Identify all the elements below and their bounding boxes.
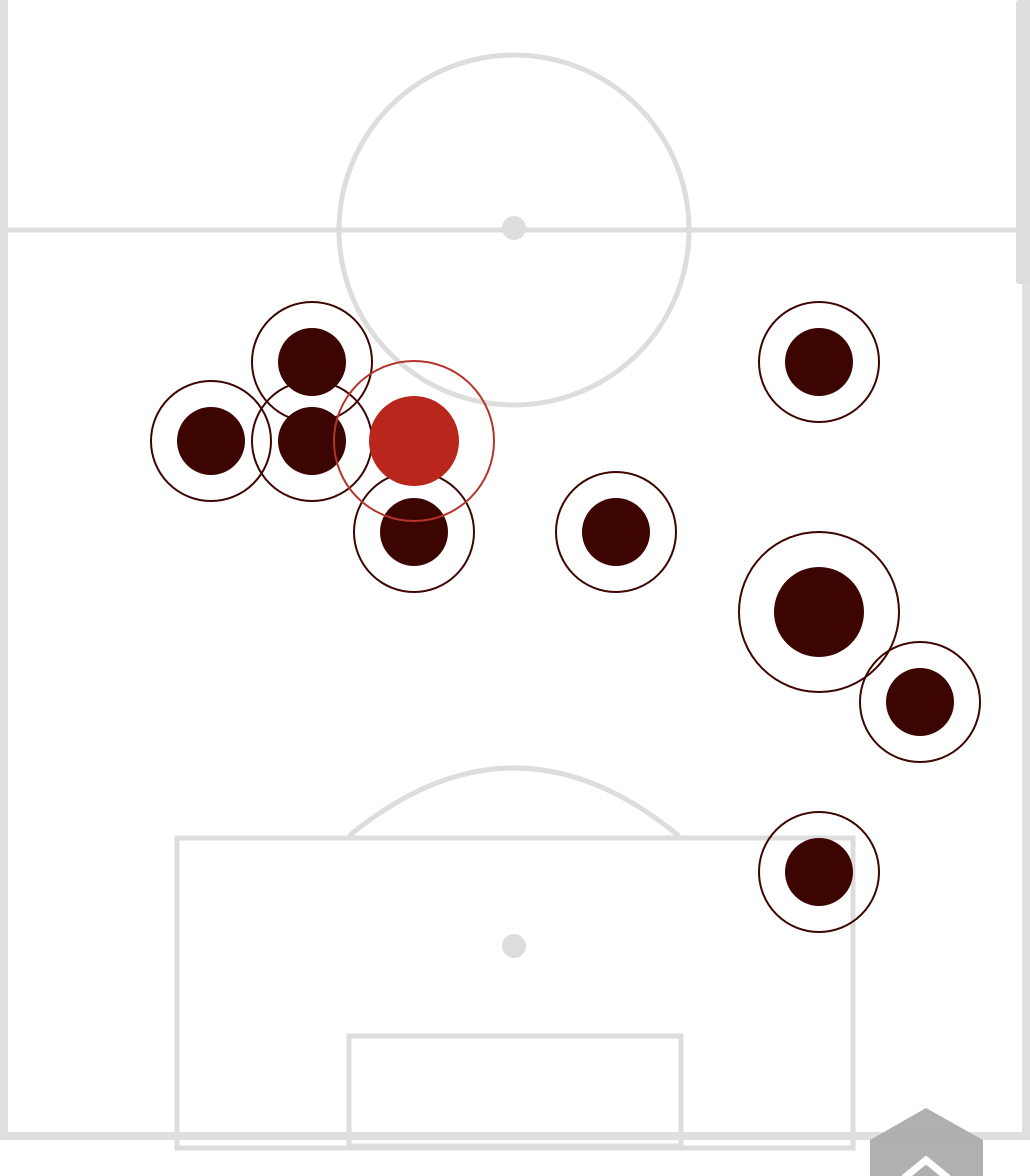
center-spot bbox=[502, 216, 526, 240]
left-border bbox=[0, 0, 8, 1140]
player-marker[interactable] bbox=[738, 531, 900, 693]
player-dot bbox=[774, 567, 864, 657]
player-ring bbox=[333, 360, 495, 522]
player-dot bbox=[785, 838, 853, 906]
player-ring bbox=[738, 531, 900, 693]
player-dot bbox=[785, 328, 853, 396]
player-dot bbox=[380, 498, 448, 566]
player-dot bbox=[582, 498, 650, 566]
player-dot bbox=[369, 396, 459, 486]
player-marker[interactable] bbox=[251, 301, 373, 423]
penalty-arc bbox=[347, 765, 681, 838]
player-marker[interactable] bbox=[555, 471, 677, 593]
penalty-box bbox=[174, 835, 856, 1151]
player-marker[interactable] bbox=[150, 380, 272, 502]
chevron-up-icon bbox=[901, 1155, 951, 1176]
player-dot bbox=[278, 328, 346, 396]
right-border bbox=[1022, 0, 1030, 1140]
player-ring bbox=[150, 380, 272, 502]
center-circle bbox=[336, 52, 692, 408]
player-ring bbox=[859, 641, 981, 763]
player-marker[interactable] bbox=[353, 471, 475, 593]
scrollbar-thumb[interactable] bbox=[1016, 0, 1030, 284]
player-ring bbox=[758, 811, 880, 933]
player-marker[interactable] bbox=[758, 301, 880, 423]
bottom-border bbox=[0, 1132, 1030, 1140]
player-dot bbox=[886, 668, 954, 736]
player-marker-selected[interactable] bbox=[333, 360, 495, 522]
players-layer bbox=[150, 301, 981, 933]
player-dot bbox=[177, 407, 245, 475]
player-marker[interactable] bbox=[758, 811, 880, 933]
scroll-top-button[interactable] bbox=[870, 1108, 983, 1176]
player-ring bbox=[758, 301, 880, 423]
player-marker[interactable] bbox=[859, 641, 981, 763]
six-yard-box bbox=[346, 1033, 684, 1149]
player-dot bbox=[278, 407, 346, 475]
penalty-spot bbox=[502, 934, 526, 958]
player-ring bbox=[555, 471, 677, 593]
